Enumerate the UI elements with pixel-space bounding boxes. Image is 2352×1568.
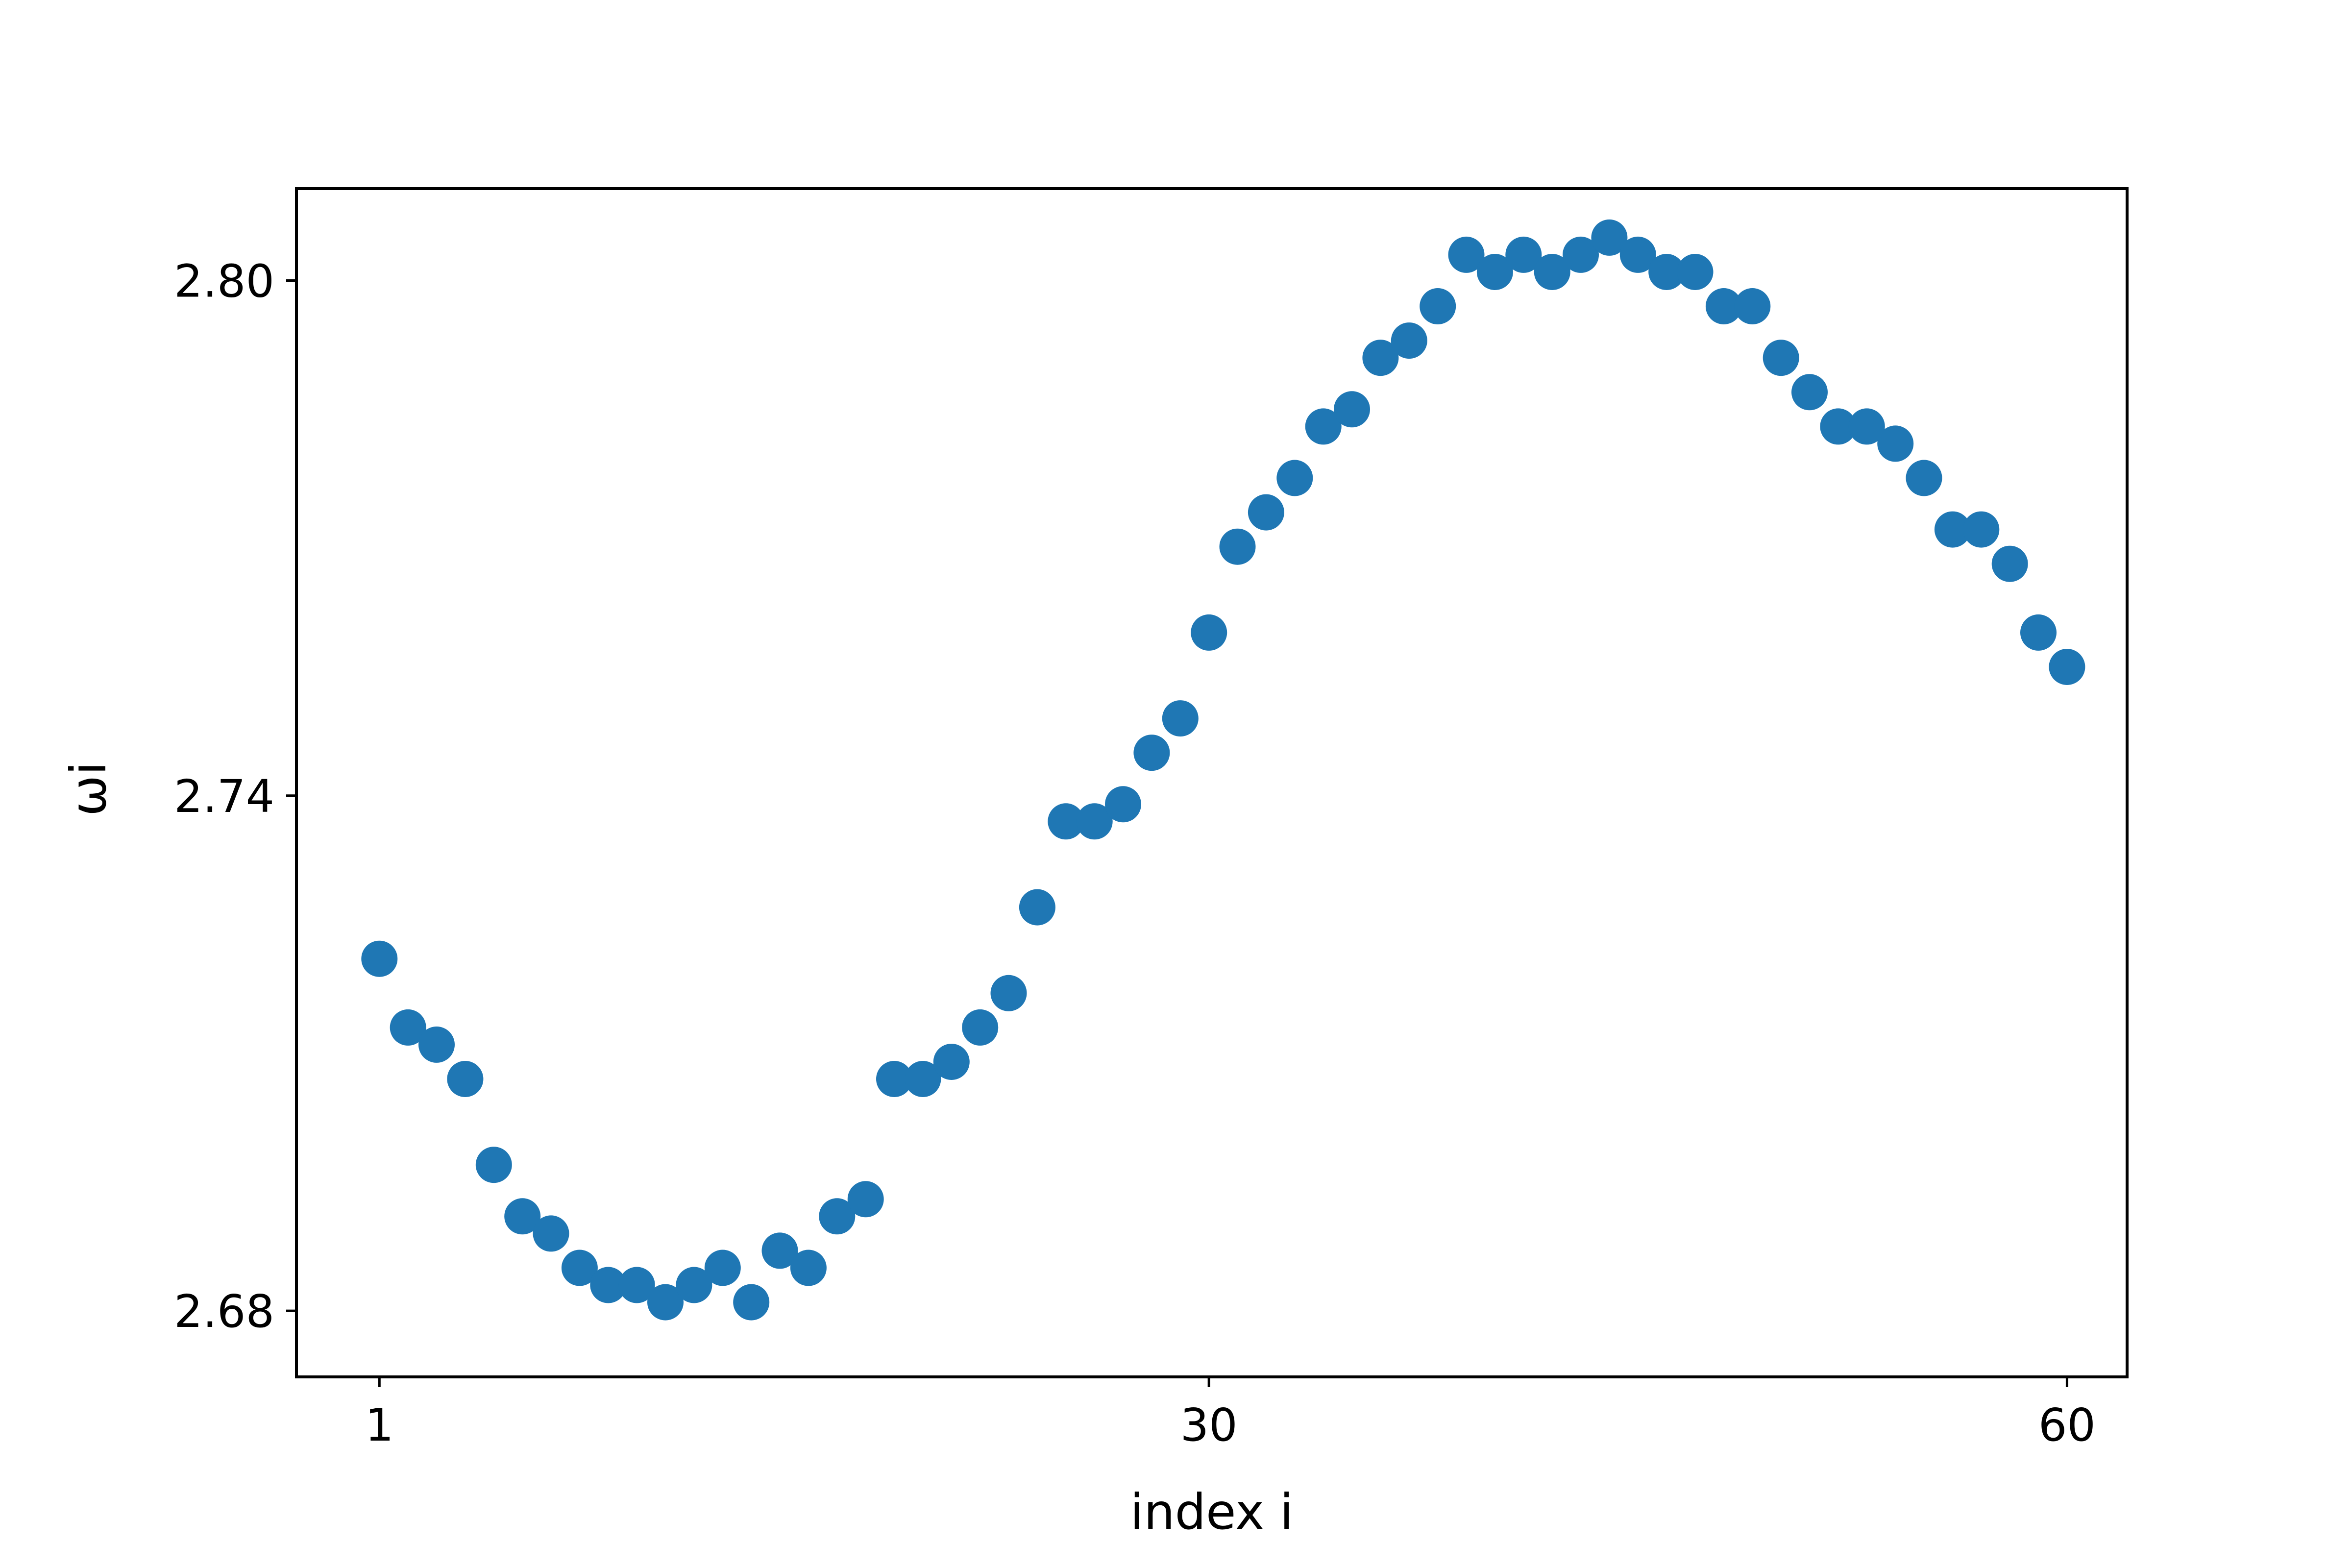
data-point <box>1763 340 1799 376</box>
data-point <box>1619 236 1656 273</box>
data-point <box>504 1198 541 1235</box>
data-point <box>1963 511 2000 548</box>
data-point <box>1133 735 1170 771</box>
data-point <box>590 1267 627 1303</box>
data-point <box>847 1181 884 1218</box>
data-point <box>1734 288 1771 324</box>
x-tick-label: 30 <box>1180 1399 1238 1451</box>
data-point <box>1019 889 1055 926</box>
data-point <box>1791 374 1828 411</box>
data-point <box>704 1250 741 1286</box>
data-point <box>1276 460 1313 496</box>
data-point <box>1305 408 1342 445</box>
x-tick-label: 1 <box>365 1399 394 1451</box>
data-point <box>1334 391 1370 428</box>
data-point <box>618 1267 655 1303</box>
data-point <box>1105 786 1141 823</box>
data-point <box>2020 614 2057 651</box>
data-point <box>475 1147 512 1183</box>
x-axis-ticks: 1 30 60 <box>365 1377 2096 1451</box>
data-point <box>676 1267 712 1303</box>
data-point <box>1563 236 1599 273</box>
data-point <box>1191 614 1227 651</box>
data-point <box>1248 494 1284 531</box>
data-point <box>790 1250 827 1286</box>
data-point <box>1534 254 1570 290</box>
data-point <box>933 1044 970 1080</box>
data-point <box>990 975 1027 1011</box>
data-point <box>1705 288 1742 324</box>
y-tick-label: 2.74 <box>174 770 274 823</box>
data-point <box>1848 408 1885 445</box>
data-point <box>390 1009 426 1046</box>
data-point <box>1677 254 1714 290</box>
data-point <box>962 1009 999 1046</box>
data-point <box>905 1061 941 1097</box>
data-point <box>761 1232 798 1269</box>
data-point <box>819 1198 856 1235</box>
data-point <box>361 940 398 977</box>
data-point <box>418 1026 455 1063</box>
data-point <box>1420 288 1456 324</box>
data-point <box>1448 236 1485 273</box>
data-point <box>647 1284 684 1321</box>
data-point <box>733 1284 770 1321</box>
data-point <box>1906 460 1942 496</box>
data-point <box>1934 511 1971 548</box>
data-point <box>1219 528 1256 565</box>
data-points <box>361 219 2085 1321</box>
data-point <box>1991 545 2028 582</box>
y-axis-ticks: 2.68 2.74 2.80 <box>174 255 296 1338</box>
data-point <box>1076 803 1113 840</box>
data-point <box>447 1061 484 1097</box>
data-point <box>1048 803 1084 840</box>
data-point <box>561 1250 598 1286</box>
x-tick-label: 60 <box>2038 1399 2096 1451</box>
data-point <box>1505 236 1542 273</box>
data-point <box>1648 254 1685 290</box>
data-point <box>1362 340 1399 376</box>
plot-area-frame <box>295 187 2129 1378</box>
y-axis-label: ωi <box>60 761 117 816</box>
data-point <box>1820 408 1857 445</box>
data-point <box>1591 219 1628 256</box>
x-axis-label: index i <box>1130 1483 1293 1541</box>
data-point <box>2049 649 2085 685</box>
data-point <box>533 1215 569 1252</box>
y-tick-label: 2.68 <box>174 1285 274 1338</box>
data-point <box>876 1061 912 1097</box>
y-tick-label: 2.80 <box>174 255 274 307</box>
data-point <box>1476 254 1513 290</box>
data-point <box>1877 425 1914 462</box>
data-point <box>1391 322 1427 359</box>
data-point <box>1162 700 1199 737</box>
